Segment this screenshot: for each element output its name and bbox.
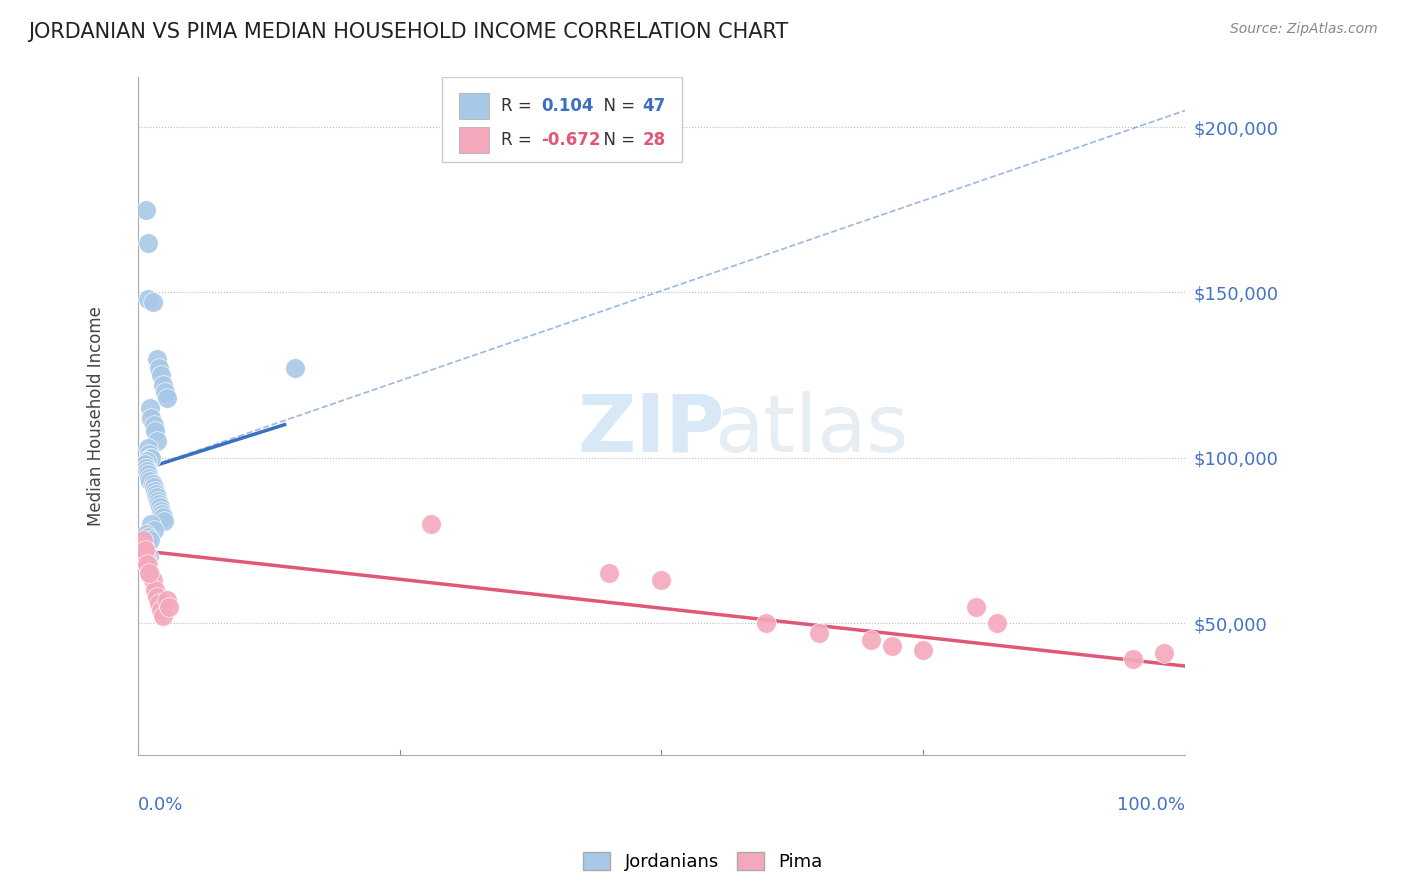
Point <box>143 582 166 597</box>
Point <box>152 510 174 524</box>
Point <box>807 626 830 640</box>
Point <box>141 411 163 425</box>
Text: 0.104: 0.104 <box>541 97 593 115</box>
Point <box>142 524 165 538</box>
Point <box>156 593 179 607</box>
Text: R =: R = <box>502 131 537 149</box>
Point <box>156 391 179 405</box>
Point <box>149 500 172 515</box>
Point <box>138 557 160 571</box>
Point <box>138 292 160 306</box>
Point <box>912 642 935 657</box>
Point <box>141 450 163 465</box>
Point <box>139 566 162 581</box>
Point <box>135 460 157 475</box>
Point <box>134 543 156 558</box>
Legend: Jordanians, Pima: Jordanians, Pima <box>576 845 830 879</box>
FancyBboxPatch shape <box>460 93 489 119</box>
Text: Source: ZipAtlas.com: Source: ZipAtlas.com <box>1230 22 1378 37</box>
Text: atlas: atlas <box>714 391 908 469</box>
Point <box>141 295 163 310</box>
Text: R =: R = <box>502 97 537 115</box>
Text: Median Household Income: Median Household Income <box>87 307 105 526</box>
Text: JORDANIAN VS PIMA MEDIAN HOUSEHOLD INCOME CORRELATION CHART: JORDANIAN VS PIMA MEDIAN HOUSEHOLD INCOM… <box>28 22 789 42</box>
Text: N =: N = <box>593 131 641 149</box>
Text: 100.0%: 100.0% <box>1116 796 1185 814</box>
Point <box>138 467 160 482</box>
Point <box>138 470 160 484</box>
Point <box>148 361 170 376</box>
Point <box>152 378 174 392</box>
Point <box>755 616 778 631</box>
Point <box>136 454 159 468</box>
Point <box>1153 646 1175 660</box>
Point <box>135 549 157 564</box>
Point <box>149 603 172 617</box>
Point <box>139 401 162 416</box>
Point <box>139 450 162 465</box>
Point <box>153 384 176 399</box>
Point <box>138 530 160 544</box>
Point <box>143 483 166 498</box>
Point <box>859 632 882 647</box>
Point <box>148 497 170 511</box>
Point <box>138 235 160 250</box>
Point <box>157 599 180 614</box>
Point <box>143 424 166 438</box>
Point <box>284 361 307 376</box>
Point <box>132 533 155 548</box>
Point <box>138 549 160 564</box>
Text: -0.672: -0.672 <box>541 131 600 149</box>
Point <box>142 417 165 432</box>
Text: 0.0%: 0.0% <box>138 796 183 814</box>
Point <box>986 616 1008 631</box>
Point <box>146 493 169 508</box>
Point <box>150 507 173 521</box>
Text: N =: N = <box>593 97 641 115</box>
Point <box>145 487 167 501</box>
Point <box>145 434 167 449</box>
Text: 28: 28 <box>643 131 666 149</box>
Point <box>142 481 165 495</box>
Point <box>134 540 156 554</box>
Point <box>141 477 163 491</box>
Point <box>880 639 903 653</box>
Point <box>136 557 159 571</box>
Point <box>134 540 156 554</box>
Point <box>598 566 620 581</box>
Point <box>650 573 672 587</box>
Point <box>420 516 443 531</box>
FancyBboxPatch shape <box>460 127 489 153</box>
Text: ZIP: ZIP <box>578 391 725 469</box>
Point <box>138 447 160 461</box>
Point <box>141 573 163 587</box>
Point <box>136 464 159 478</box>
Point <box>139 474 162 488</box>
Point <box>152 609 174 624</box>
Point <box>149 503 172 517</box>
Point <box>135 526 157 541</box>
Text: 47: 47 <box>643 97 666 115</box>
Point <box>148 596 170 610</box>
Point <box>145 491 167 505</box>
Point <box>965 599 987 614</box>
Point <box>145 590 167 604</box>
FancyBboxPatch shape <box>441 78 682 162</box>
Point <box>138 566 160 581</box>
Point <box>141 516 163 531</box>
Point <box>135 202 157 217</box>
Point <box>136 557 159 571</box>
Point <box>149 368 172 382</box>
Point <box>145 351 167 366</box>
Point <box>134 458 156 472</box>
Point <box>1122 652 1144 666</box>
Point <box>139 533 162 548</box>
Point <box>153 514 176 528</box>
Point <box>138 441 160 455</box>
